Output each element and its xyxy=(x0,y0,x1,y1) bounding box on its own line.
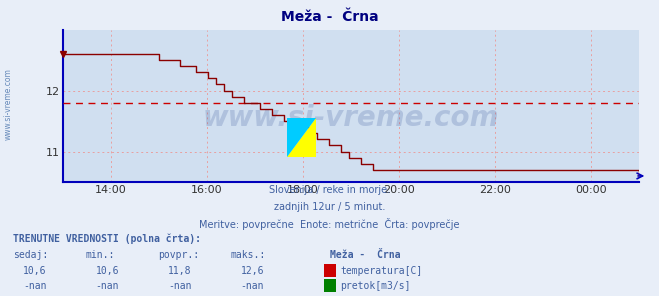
Text: min.:: min.: xyxy=(86,250,115,260)
Polygon shape xyxy=(287,118,316,157)
Text: -nan: -nan xyxy=(96,281,119,291)
Text: povpr.:: povpr.: xyxy=(158,250,199,260)
Text: Slovenija / reke in morje.: Slovenija / reke in morje. xyxy=(269,185,390,195)
Text: 12,6: 12,6 xyxy=(241,266,264,276)
Text: pretok[m3/s]: pretok[m3/s] xyxy=(340,281,411,291)
Text: 10,6: 10,6 xyxy=(23,266,47,276)
Text: TRENUTNE VREDNOSTI (polna črta):: TRENUTNE VREDNOSTI (polna črta): xyxy=(13,234,201,244)
Text: Meritve: povprečne  Enote: metrične  Črta: povprečje: Meritve: povprečne Enote: metrične Črta:… xyxy=(199,218,460,231)
Text: sedaj:: sedaj: xyxy=(13,250,48,260)
Text: -nan: -nan xyxy=(23,281,47,291)
Text: www.si-vreme.com: www.si-vreme.com xyxy=(3,68,13,139)
Text: 11,8: 11,8 xyxy=(168,266,192,276)
Text: -nan: -nan xyxy=(241,281,264,291)
Text: temperatura[C]: temperatura[C] xyxy=(340,266,422,276)
Text: zadnjih 12ur / 5 minut.: zadnjih 12ur / 5 minut. xyxy=(273,202,386,212)
Text: www.si-vreme.com: www.si-vreme.com xyxy=(203,104,499,132)
Text: maks.:: maks.: xyxy=(231,250,266,260)
Text: 10,6: 10,6 xyxy=(96,266,119,276)
Text: Meža -  Črna: Meža - Črna xyxy=(330,250,400,260)
Polygon shape xyxy=(287,118,316,157)
Text: Meža -  Črna: Meža - Črna xyxy=(281,10,378,24)
Text: -nan: -nan xyxy=(168,281,192,291)
